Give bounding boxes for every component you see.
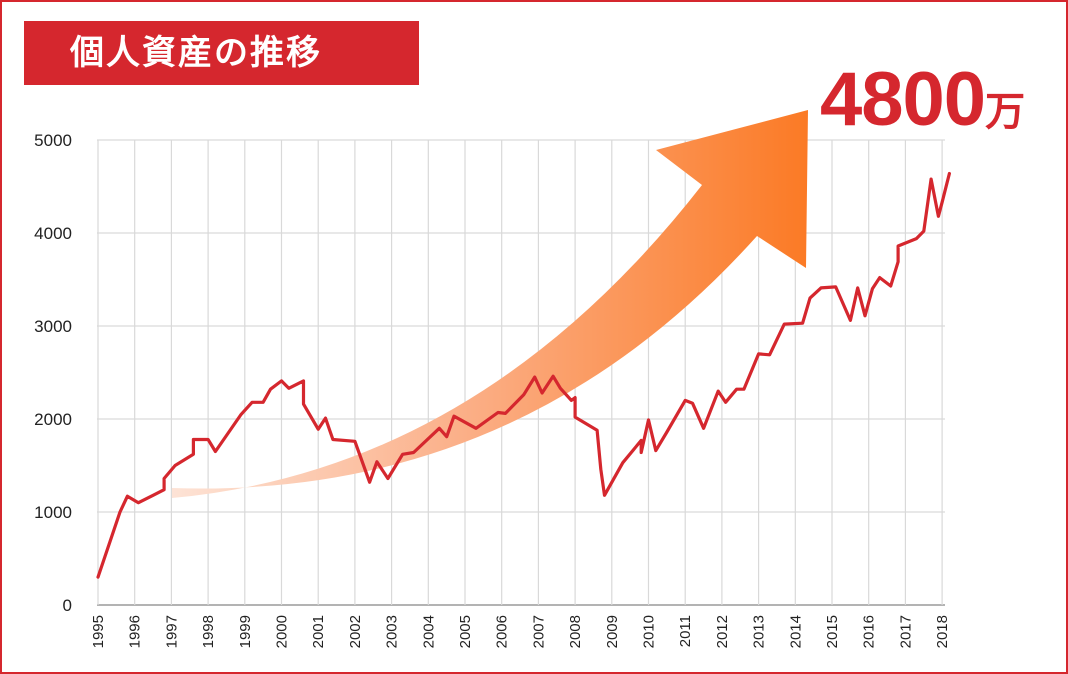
x-tick-label: 1998 xyxy=(200,615,217,648)
trend-arrow xyxy=(172,110,808,498)
callout-value: 4800 xyxy=(820,57,986,142)
x-tick-label: 2004 xyxy=(420,615,437,648)
y-tick-label: 0 xyxy=(63,596,72,615)
x-tick-label: 2003 xyxy=(384,615,401,648)
x-tick-label: 2008 xyxy=(567,615,584,648)
series-line xyxy=(96,171,952,579)
x-tick-label: 2016 xyxy=(861,615,878,648)
x-tick-label: 2014 xyxy=(787,615,804,648)
x-tick-label: 2011 xyxy=(677,615,694,647)
x-tick-label: 2017 xyxy=(897,615,914,648)
grid-lines xyxy=(97,139,945,606)
x-tick-label: 2010 xyxy=(641,615,658,648)
title-banner: 個人資産の推移 xyxy=(24,21,419,85)
callout-label: 4800万 xyxy=(820,56,1025,143)
x-tick-label: 2013 xyxy=(751,615,768,648)
x-tick-label: 2015 xyxy=(824,615,841,648)
y-tick-label: 1000 xyxy=(34,503,72,522)
x-tick-label: 1996 xyxy=(127,615,144,648)
x-tick-label: 2001 xyxy=(310,615,327,648)
x-tick-label: 2000 xyxy=(274,615,291,648)
x-tick-label: 2012 xyxy=(714,615,731,648)
y-tick-label: 3000 xyxy=(34,317,72,336)
x-axis: 1995 1996 1997 1998 1999 2000 2001 2002 2003 2004… xyxy=(90,615,951,648)
y-axis: 0 1000 2000 3000 4000 5000 xyxy=(34,131,72,615)
chart-title: 個人資産の推移 xyxy=(70,33,322,73)
callout-unit: 万 xyxy=(985,89,1026,135)
x-tick-label: 2007 xyxy=(530,615,547,648)
x-tick-label: 2005 xyxy=(457,615,474,648)
x-tick-label: 1999 xyxy=(237,615,254,648)
x-tick-label: 2002 xyxy=(347,615,364,648)
x-tick-label: 2009 xyxy=(604,615,621,648)
x-tick-label: 2018 xyxy=(934,615,951,648)
x-tick-label: 2006 xyxy=(494,615,511,648)
y-tick-label: 4000 xyxy=(34,224,72,243)
y-tick-label: 2000 xyxy=(34,410,72,429)
x-tick-label: 1997 xyxy=(163,615,180,648)
x-tick-label: 1995 xyxy=(90,615,107,648)
y-tick-label: 5000 xyxy=(34,131,72,150)
